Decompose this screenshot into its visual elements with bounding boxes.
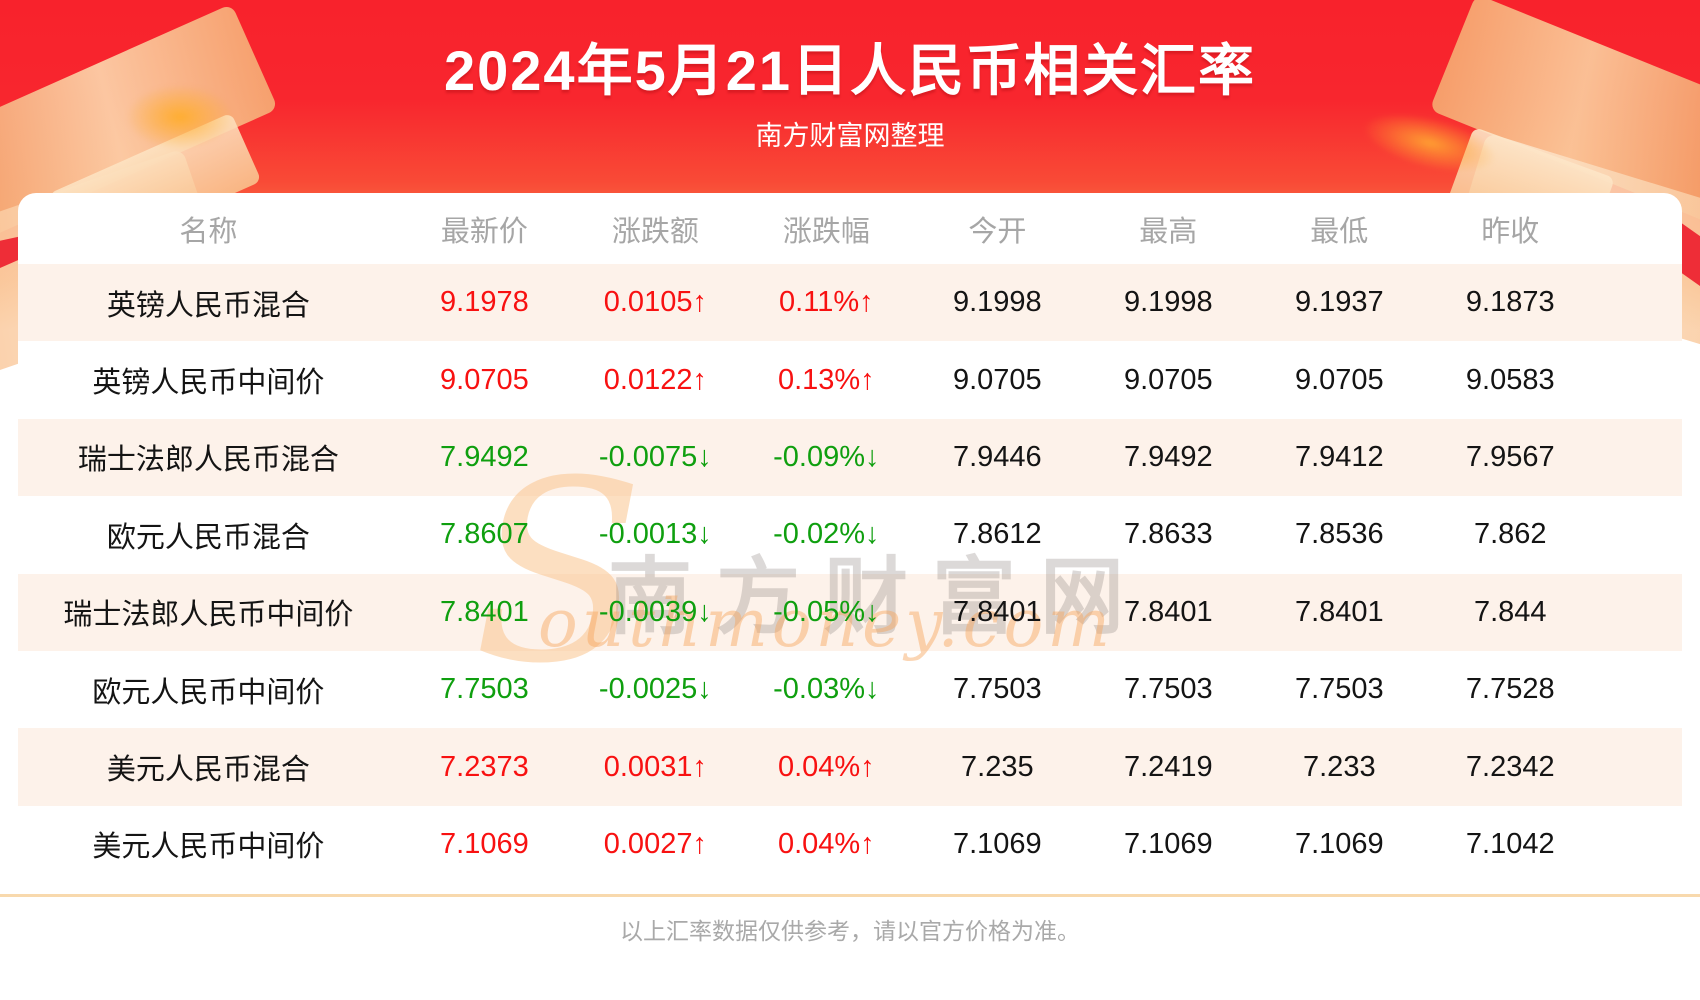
low-price: 7.1069 bbox=[1294, 827, 1384, 860]
latest-price: 9.0705 bbox=[440, 363, 529, 396]
table-row: 瑞士法郎人民币混合 7.9492 -0.0075↓ -0.09%↓ 7.9446… bbox=[18, 418, 1682, 497]
open-price: 7.8612 bbox=[952, 518, 1042, 551]
change-amount: 0.0122↑ bbox=[603, 363, 707, 396]
column-header-name: 名称 bbox=[179, 215, 238, 248]
table-header-row: 名称 最新价 涨跌额 涨跌幅 今开 最高 最低 昨收 bbox=[18, 193, 1682, 264]
open-price: 7.1069 bbox=[952, 827, 1042, 860]
column-header-latest: 最新价 bbox=[440, 215, 528, 248]
low-price: 9.1937 bbox=[1294, 286, 1384, 319]
prev-close-price: 7.7528 bbox=[1465, 673, 1555, 706]
table-row: 英镑人民币中间价 9.0705 0.0122↑ 0.13%↑ 9.0705 9.… bbox=[18, 341, 1682, 418]
currency-pair-name: 瑞士法郎人民币中间价 bbox=[63, 599, 354, 632]
currency-pair-name: 欧元人民币中间价 bbox=[92, 676, 325, 709]
exchange-rates-table: 名称 最新价 涨跌额 涨跌幅 今开 最高 最低 昨收 英镑人民币混合 9.197… bbox=[18, 193, 1682, 883]
change-amount: 0.0031↑ bbox=[603, 750, 707, 783]
footer-disclaimer: 以上汇率数据仅供参考，请以官方价格为准。 bbox=[620, 918, 1080, 944]
prev-close-price: 7.1042 bbox=[1465, 827, 1555, 860]
open-price: 7.8401 bbox=[952, 595, 1042, 628]
table-row: 瑞士法郎人民币中间价 7.8401 -0.0039↓ -0.05%↓ 7.840… bbox=[18, 573, 1682, 651]
low-price: 7.8536 bbox=[1294, 518, 1384, 551]
table-row: 欧元人民币中间价 7.7503 -0.0025↓ -0.03%↓ 7.7503 … bbox=[18, 651, 1682, 728]
change-percent: 0.04%↑ bbox=[777, 827, 875, 860]
high-price: 7.2419 bbox=[1123, 750, 1213, 783]
open-price: 7.9446 bbox=[952, 440, 1042, 473]
open-price: 7.235 bbox=[961, 750, 1034, 783]
prev-close-price: 7.844 bbox=[1473, 595, 1547, 628]
currency-pair-name: 瑞士法郎人民币混合 bbox=[77, 444, 339, 477]
latest-price: 7.9492 bbox=[440, 440, 529, 473]
change-percent: -0.09%↓ bbox=[773, 440, 880, 473]
low-price: 9.0705 bbox=[1294, 363, 1384, 396]
latest-price: 7.8607 bbox=[440, 518, 529, 551]
prev-close-price: 7.9567 bbox=[1465, 440, 1555, 473]
column-header-prev-close: 昨收 bbox=[1481, 215, 1540, 248]
currency-pair-name: 美元人民币混合 bbox=[106, 754, 310, 787]
open-price: 9.0705 bbox=[952, 363, 1042, 396]
latest-price: 7.1069 bbox=[440, 827, 529, 860]
change-amount: -0.0025↓ bbox=[598, 673, 712, 706]
low-price: 7.8401 bbox=[1294, 595, 1384, 628]
change-amount: -0.0039↓ bbox=[598, 595, 712, 628]
high-price: 9.1998 bbox=[1123, 286, 1213, 319]
column-header-low: 最低 bbox=[1310, 215, 1369, 248]
change-amount: -0.0013↓ bbox=[598, 518, 712, 551]
change-percent: 0.04%↑ bbox=[777, 750, 875, 783]
open-price: 7.7503 bbox=[952, 673, 1042, 706]
change-amount: 0.0105↑ bbox=[603, 286, 707, 319]
change-percent: -0.05%↓ bbox=[773, 595, 880, 628]
latest-price: 7.8401 bbox=[440, 595, 529, 628]
table-row: 美元人民币混合 7.2373 0.0031↑ 0.04%↑ 7.235 7.24… bbox=[18, 728, 1682, 806]
high-price: 7.9492 bbox=[1123, 440, 1213, 473]
open-price: 9.1998 bbox=[952, 286, 1042, 319]
low-price: 7.233 bbox=[1303, 750, 1376, 783]
table-row: 欧元人民币混合 7.8607 -0.0013↓ -0.02%↓ 7.8612 7… bbox=[18, 496, 1682, 573]
latest-price: 7.7503 bbox=[440, 673, 529, 706]
latest-price: 7.2373 bbox=[440, 750, 529, 783]
currency-pair-name: 英镑人民币混合 bbox=[106, 289, 310, 322]
currency-pair-name: 美元人民币中间价 bbox=[92, 831, 325, 864]
high-price: 7.8633 bbox=[1123, 518, 1213, 551]
page-subtitle: 南方财富网整理 bbox=[755, 121, 945, 151]
prev-close-price: 9.0583 bbox=[1465, 363, 1555, 396]
latest-price: 9.1978 bbox=[440, 286, 529, 319]
table-row: 英镑人民币混合 9.1978 0.0105↑ 0.11%↑ 9.1998 9.1… bbox=[18, 264, 1682, 342]
change-amount: -0.0075↓ bbox=[598, 440, 712, 473]
prev-close-price: 7.862 bbox=[1473, 518, 1547, 551]
high-price: 7.8401 bbox=[1123, 595, 1213, 628]
change-percent: -0.03%↓ bbox=[773, 673, 880, 706]
change-amount: 0.0027↑ bbox=[603, 827, 707, 860]
high-price: 9.0705 bbox=[1123, 363, 1213, 396]
currency-pair-name: 英镑人民币中间价 bbox=[92, 367, 325, 400]
prev-close-price: 7.2342 bbox=[1465, 750, 1555, 783]
change-percent: -0.02%↓ bbox=[773, 518, 880, 551]
column-header-high: 最高 bbox=[1139, 215, 1198, 248]
prev-close-price: 9.1873 bbox=[1465, 286, 1555, 319]
high-price: 7.1069 bbox=[1123, 827, 1213, 860]
table-row: 美元人民币中间价 7.1069 0.0027↑ 0.04%↑ 7.1069 7.… bbox=[18, 806, 1682, 883]
footer-divider bbox=[0, 894, 1700, 897]
column-header-open: 今开 bbox=[968, 215, 1027, 248]
change-percent: 0.13%↑ bbox=[777, 363, 875, 396]
currency-pair-name: 欧元人民币混合 bbox=[106, 521, 310, 554]
high-price: 7.7503 bbox=[1123, 673, 1213, 706]
column-header-change-pct: 涨跌幅 bbox=[782, 215, 870, 248]
low-price: 7.7503 bbox=[1294, 673, 1384, 706]
change-percent: 0.11%↑ bbox=[779, 286, 874, 319]
page-title: 2024年5月21日人民币相关汇率 bbox=[443, 39, 1256, 102]
column-header-change: 涨跌额 bbox=[611, 215, 699, 248]
low-price: 7.9412 bbox=[1294, 440, 1384, 473]
